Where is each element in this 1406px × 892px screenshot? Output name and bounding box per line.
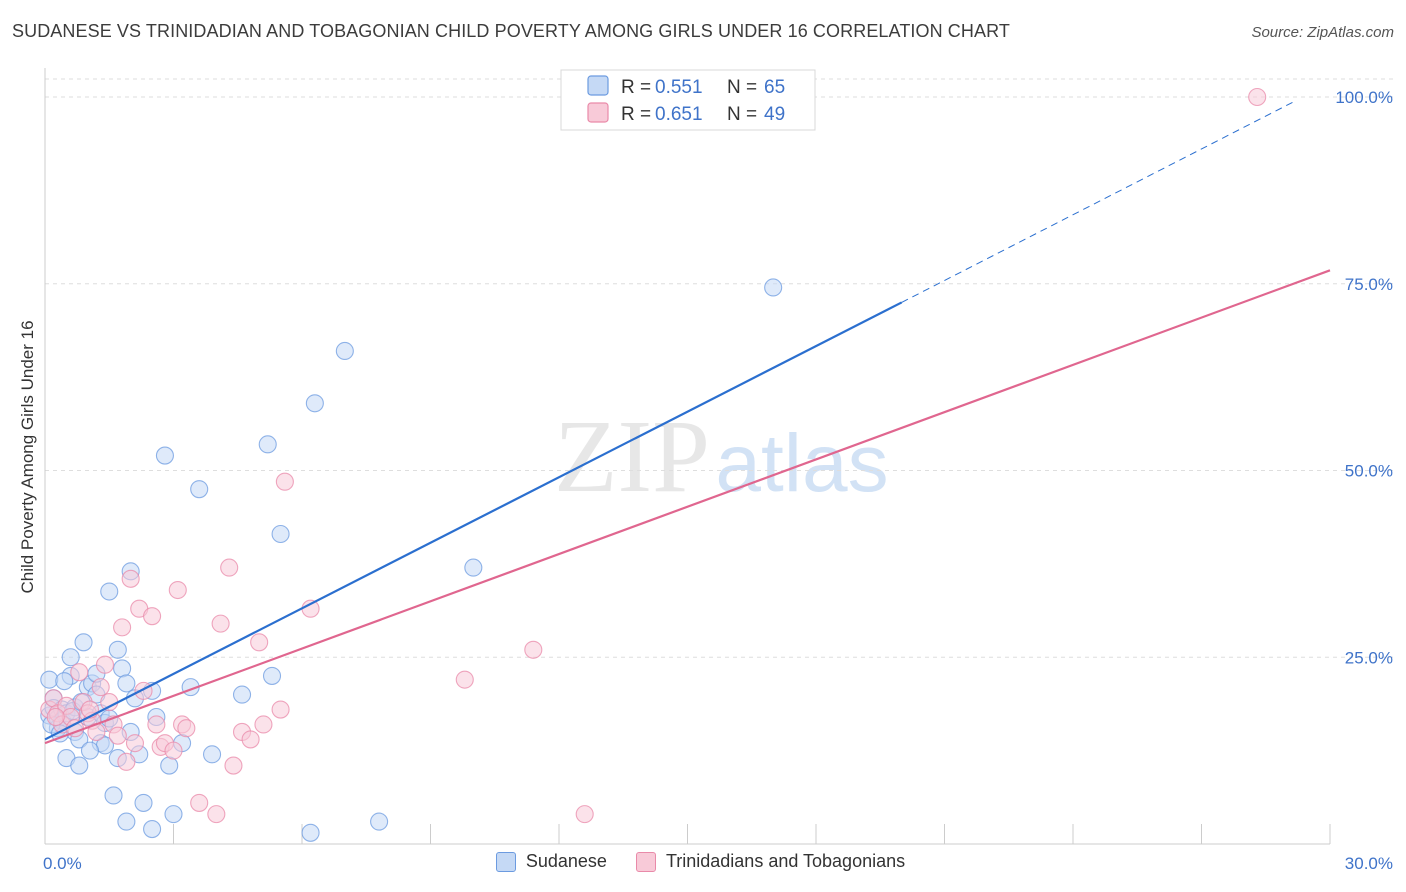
trinidadian-point: [271, 700, 290, 719]
legend-r-label-1: R =: [621, 77, 651, 98]
trinidadian-point: [121, 569, 140, 588]
stats-legend: R = 0.551 N = 65 R = 0.651 N = 49: [560, 69, 816, 131]
y-tick-label: 50.0%: [1345, 462, 1393, 481]
sudanese-point: [143, 820, 162, 839]
trinidadian-swatch: [635, 851, 656, 872]
y-tick-label: 25.0%: [1345, 648, 1393, 667]
trinidadian-point: [91, 678, 110, 697]
sudanese-point: [764, 278, 783, 297]
sudanese-point: [203, 745, 222, 764]
trinidadian-point: [113, 618, 132, 637]
legend-swatch-sudanese: [587, 75, 609, 96]
trinidadian-point: [250, 633, 269, 652]
legend-r-value-2: 0.651: [655, 104, 703, 125]
legend-swatch-trinidadian: [587, 102, 609, 123]
sudanese-point: [113, 659, 132, 678]
series-legend-item-sudanese[interactable]: Sudanese: [495, 851, 607, 872]
trinidadian-point: [575, 805, 594, 824]
trend-lines: [44, 100, 1331, 745]
trinidadian-point: [70, 663, 89, 682]
legend-r-label-2: R =: [621, 104, 651, 125]
sudanese-point: [262, 666, 282, 685]
sudanese-point: [155, 446, 174, 465]
sudanese-point: [335, 341, 354, 361]
sudanese-point: [164, 805, 183, 824]
data-points: [40, 87, 1267, 842]
sudanese-point: [370, 812, 389, 831]
sudanese-point: [55, 672, 74, 691]
trinidadian-point: [207, 805, 226, 824]
sudanese-point: [464, 558, 483, 577]
watermark: ZIP atlas: [554, 399, 889, 514]
trinidadian-point: [190, 793, 209, 812]
sudanese-point: [70, 756, 89, 775]
sudanese-swatch: [495, 851, 516, 872]
y-tick-label: 100.0%: [1335, 88, 1393, 107]
legend-n-value-1: 65: [764, 77, 785, 98]
watermark-zip: ZIP: [554, 399, 710, 514]
trinidadian-point: [95, 655, 115, 674]
sudanese-point: [74, 633, 93, 652]
trinidadian-point: [241, 730, 260, 749]
x-tick-label-max: 30.0%: [1345, 854, 1393, 873]
legend-r-value-1: 0.551: [655, 77, 703, 98]
tick-labels: 25.0% 50.0% 75.0% 100.0% 0.0% 30.0%: [43, 88, 1393, 873]
trinidadian-point: [224, 756, 243, 775]
sudanese-point: [104, 786, 123, 805]
trinidadian-point: [117, 752, 136, 771]
sudanese-point: [100, 582, 119, 601]
sudanese-point: [108, 640, 127, 659]
trinidadian-point: [147, 715, 166, 734]
trinidadian-point: [1248, 87, 1267, 107]
trinidadian-point: [211, 614, 230, 633]
trinidadian-trend-line: [44, 269, 1331, 745]
trinidadian-legend-label: Trinidadians and Tobagonians: [665, 851, 906, 871]
trinidadian-point: [168, 580, 187, 600]
sudanese-point: [301, 823, 320, 842]
legend-n-label-2: N =: [727, 104, 757, 125]
sudanese-point: [117, 812, 136, 831]
sudanese-trend-line: [44, 301, 903, 741]
sudanese-point: [40, 670, 59, 689]
sudanese-trend-extension: [901, 100, 1296, 303]
source-label: Source: ZipAtlas.com: [1251, 24, 1394, 41]
sudanese-point: [80, 741, 100, 760]
sudanese-point: [271, 524, 290, 544]
trinidadian-point: [220, 558, 239, 577]
trinidadian-point: [455, 670, 474, 689]
sudanese-point: [190, 480, 209, 499]
sudanese-point: [117, 674, 136, 693]
trinidadian-point: [100, 693, 119, 712]
trinidadian-point: [143, 607, 162, 626]
chart-title: SUDANESE VS TRINIDADIAN AND TOBAGONIAN C…: [12, 21, 1010, 41]
trinidadian-point: [164, 741, 183, 760]
series-legend-item-trinidadian[interactable]: Trinidadians and Tobagonians: [635, 851, 906, 872]
trinidadian-point: [125, 734, 144, 753]
sudanese-point: [232, 685, 252, 704]
sudanese-point: [160, 756, 179, 775]
trinidadian-point: [108, 726, 127, 745]
gridlines: [45, 78, 1393, 658]
trinidadian-point: [254, 715, 273, 734]
y-tick-label: 75.0%: [1345, 275, 1393, 294]
trinidadian-point: [275, 472, 294, 491]
trinidadian-point: [524, 640, 543, 659]
sudanese-point: [258, 435, 277, 454]
sudanese-point: [305, 394, 324, 413]
sudanese-point: [134, 793, 153, 812]
trinidadian-point: [46, 707, 65, 727]
legend-n-value-2: 49: [764, 104, 785, 125]
x-tick-label-min: 0.0%: [43, 854, 82, 873]
legend-n-label-1: N =: [727, 77, 757, 98]
trinidadian-point: [177, 719, 196, 738]
series-legend: Sudanese Trinidadians and Tobagonians: [0, 851, 1406, 872]
sudanese-point: [61, 648, 80, 667]
sudanese-legend-label: Sudanese: [525, 851, 607, 871]
